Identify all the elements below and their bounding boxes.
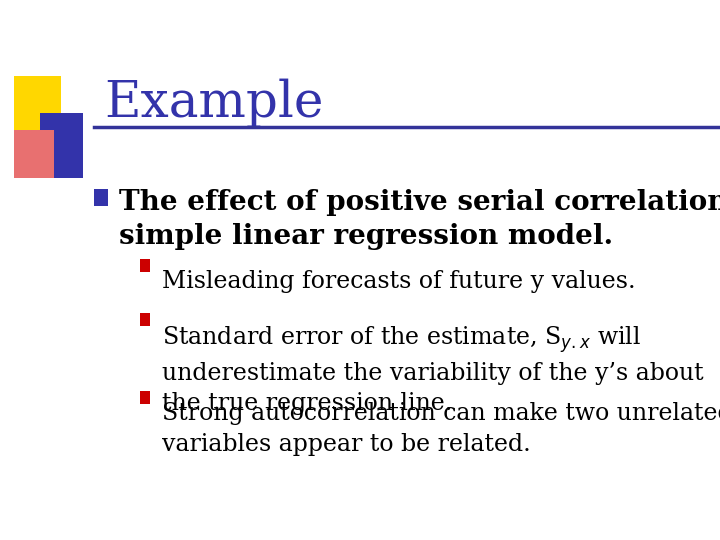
Text: Strong autocorrelation can make two unrelated
variables appear to be related.: Strong autocorrelation can make two unre… xyxy=(162,402,720,456)
Text: The effect of positive serial correlation in a
simple linear regression model.: The effect of positive serial correlatio… xyxy=(119,189,720,251)
Text: Misleading forecasts of future y values.: Misleading forecasts of future y values. xyxy=(162,270,636,293)
Text: Standard error of the estimate, S$_{y.x}$ will
underestimate the variability of : Standard error of the estimate, S$_{y.x}… xyxy=(162,324,703,415)
Text: Example: Example xyxy=(104,78,324,128)
